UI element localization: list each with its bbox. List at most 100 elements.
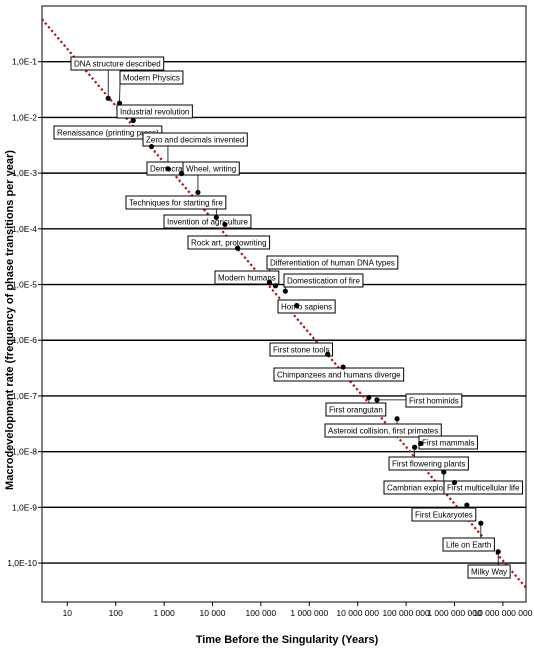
- data-point: [272, 283, 279, 289]
- point-label-text: Industrial revolution: [120, 108, 189, 117]
- label-box: [277, 299, 336, 314]
- y-tick-label: 1,0E-9: [12, 502, 37, 512]
- data-point: [105, 95, 111, 101]
- label-box: [142, 132, 248, 147]
- point-label: DNA structure described: [70, 56, 165, 71]
- point-label-text: Rock art, protowriting: [191, 239, 267, 248]
- data-point: [451, 479, 458, 486]
- label-box: [70, 56, 165, 71]
- data-point: [213, 214, 219, 221]
- label-box: [405, 393, 463, 408]
- data-point: [418, 440, 424, 447]
- label-box: [442, 537, 495, 552]
- point-label-text: Invention of agriculture: [167, 218, 248, 227]
- data-point: [222, 221, 228, 228]
- point-label: Chimpanzees and humans diverge: [273, 367, 405, 382]
- point-label: Rock art, protowriting: [187, 235, 271, 250]
- point-label: Domestication of fire: [283, 273, 364, 288]
- point-label-text: Asteroid collision, first primates: [328, 427, 438, 436]
- data-point: [441, 469, 447, 475]
- point-label: First mammals: [418, 435, 478, 450]
- point-label-text: Chimpanzees and humans diverge: [277, 371, 401, 380]
- data-point: [116, 100, 123, 106]
- point-label: Milky Way: [467, 564, 511, 579]
- data-point: [165, 166, 171, 172]
- point-label: First flowering plants: [388, 456, 469, 471]
- y-axis-title: Macrodevelopment rate (frequency of phas…: [4, 150, 16, 490]
- point-label-text: First multicellular life: [447, 484, 520, 493]
- x-axis-title: Time Before the Singularity (Years): [196, 634, 379, 646]
- data-point: [394, 416, 400, 422]
- x-tick-label: 10 000 000: [336, 608, 379, 618]
- point-label: Invention of agriculture: [163, 214, 252, 229]
- point-label: First orangutan: [325, 402, 387, 417]
- y-tick-label: 1,0E-8: [12, 447, 37, 457]
- data-point: [340, 364, 346, 370]
- data-point: [130, 117, 136, 124]
- label-box: [283, 273, 364, 288]
- label-box: [324, 423, 442, 438]
- point-label-text: Milky Way: [471, 568, 507, 577]
- x-tick-label: 1 000 000 000: [427, 608, 482, 618]
- label-box: [119, 70, 184, 85]
- point-label: First multicellular life: [443, 480, 523, 495]
- data-point: [478, 520, 484, 526]
- point-labels: DNA structure described Modern Physics Ind…: [53, 56, 523, 579]
- data-point: [464, 502, 470, 508]
- point-label-text: Differentiation of human DNA types: [270, 259, 395, 268]
- point-label-text: First Eukaryotes: [415, 511, 473, 520]
- point-label-text: First orangutan: [329, 406, 383, 415]
- point-label-text: DNA structure described: [74, 60, 161, 69]
- point-label-text: Renaissance (printing press): [57, 129, 159, 138]
- data-point: [374, 397, 380, 403]
- point-label-text: Modern Physics: [123, 74, 180, 83]
- label-box: [266, 255, 399, 270]
- label-box: [182, 161, 240, 176]
- data-point: [325, 351, 331, 357]
- point-label: First Eukaryotes: [411, 507, 477, 522]
- data-point: [495, 549, 501, 555]
- data-point: [266, 279, 273, 285]
- point-label: Wheel, writing: [182, 161, 240, 176]
- x-tick-label: 10 000: [200, 608, 226, 618]
- point-label: Modern Physics: [119, 70, 184, 85]
- y-tick-label: 1,0E-6: [12, 335, 37, 345]
- label-box: [116, 104, 193, 119]
- point-label: Techniques for starting fire: [125, 195, 227, 210]
- label-box: [187, 235, 271, 250]
- x-tick-label: 100: [109, 608, 123, 618]
- point-label: First stone tools: [269, 342, 333, 357]
- y-tick-label: 1,0E-7: [12, 391, 37, 401]
- label-box: [125, 195, 227, 210]
- data-points: [105, 95, 501, 555]
- label-box: [443, 480, 523, 495]
- y-tick-label: 1,0E-4: [12, 224, 37, 234]
- point-label-text: First mammals: [422, 439, 474, 448]
- y-axis-ticks: 1,0E-1 1,0E-2 1,0E-3 1,0E-4 1,0E-5 1,0E-6 1,0E…: [7, 57, 42, 568]
- data-point: [179, 171, 185, 177]
- data-point: [282, 288, 288, 294]
- point-label: Life on Earth: [442, 537, 495, 552]
- point-label-text: Zero and decimals invented: [146, 136, 244, 145]
- point-label: Industrial revolution: [116, 104, 193, 119]
- label-box: [411, 507, 477, 522]
- point-label: Homo sapiens: [277, 299, 336, 314]
- point-label: First hominids: [405, 393, 463, 408]
- y-tick-label: 1,0E-5: [12, 280, 37, 290]
- label-box: [163, 214, 252, 229]
- label-box: [269, 342, 333, 357]
- point-label-text: First flowering plants: [392, 460, 465, 469]
- data-point: [294, 302, 300, 309]
- x-tick-label: 10: [63, 608, 73, 618]
- y-tick-label: 1,0E-2: [12, 112, 37, 122]
- point-label: Zero and decimals invented: [142, 132, 248, 147]
- label-box: [388, 456, 469, 471]
- plot-frame: [41, 5, 527, 603]
- label-box: [467, 564, 511, 579]
- data-point: [195, 189, 201, 196]
- x-tick-label: 1 000: [153, 608, 175, 618]
- point-label-text: Techniques for starting fire: [129, 199, 223, 208]
- point-label-text: Modern humans: [218, 274, 276, 283]
- label-box: [325, 402, 387, 417]
- point-label-text: First stone tools: [273, 346, 329, 355]
